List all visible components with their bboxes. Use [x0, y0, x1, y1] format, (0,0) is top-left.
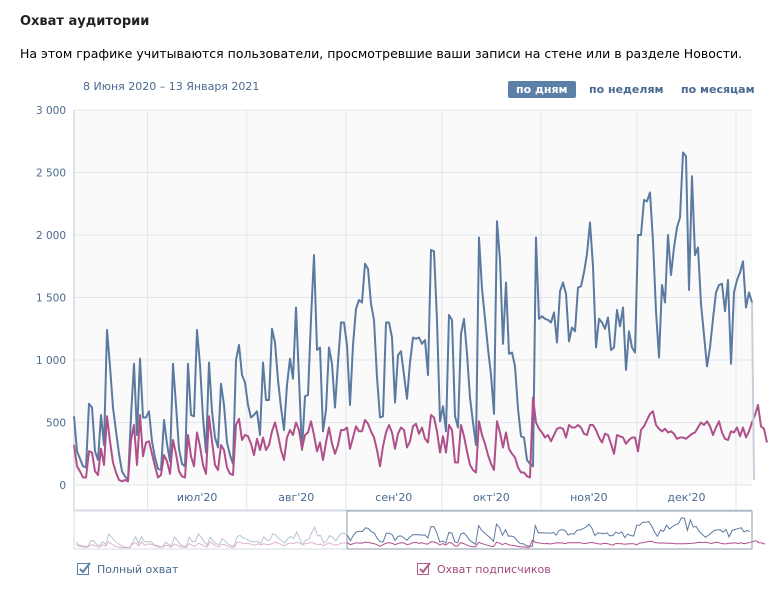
legend-subscriber-reach[interactable]: Охват подписчиков	[417, 560, 551, 578]
y-axis: 0 500 1 000 1 500 2 000 2 500 3 000	[36, 105, 75, 549]
legend-subscribers-label: Охват подписчиков	[437, 562, 551, 576]
main-series-group	[73, 151, 768, 483]
page-title: Охват аудитории	[20, 14, 150, 29]
series-total-reach-line	[73, 151, 753, 481]
legend-total-reach[interactable]: Полный охват	[77, 560, 178, 578]
y-tick-label: 1 500	[36, 293, 66, 305]
x-tick-label: дек'20	[667, 491, 705, 504]
navigator-series-selected	[347, 539, 766, 548]
y-tick-label: 500	[46, 418, 66, 430]
y-tick-label: 2 500	[36, 168, 66, 180]
x-tick-label: авг'20	[278, 491, 314, 504]
y-tick-label: 2 000	[36, 230, 66, 242]
subscriber-reach-checkbox[interactable]	[417, 562, 431, 575]
series-tail	[751, 302, 755, 481]
chart-description: На этом графике учитываются пользователи…	[20, 46, 743, 61]
y-tick-label: 3 000	[36, 105, 66, 117]
period-weeks-button[interactable]: по неделям	[589, 83, 664, 96]
navigator-series-faded	[75, 540, 351, 549]
navigator-selection-handle[interactable]	[346, 510, 753, 550]
date-range-label: 8 Июня 2020 – 13 Января 2021	[83, 80, 260, 93]
x-tick-label: июл'20	[177, 491, 217, 504]
x-tick-label: ноя'20	[570, 491, 608, 504]
legend-total-label: Полный охват	[97, 562, 179, 576]
x-tick-label: окт'20	[473, 491, 510, 504]
x-axis: июл'20 авг'20 сен'20 окт'20 ноя'20 дек'20	[74, 484, 752, 511]
navigator-frame	[73, 510, 753, 550]
series-subscriber-reach-line	[73, 396, 768, 483]
total-reach-checkbox[interactable]	[77, 562, 91, 575]
navigator-series-selected	[346, 517, 751, 547]
period-days-button[interactable]: по дням	[508, 81, 576, 98]
range-navigator[interactable]	[73, 510, 766, 550]
x-tick-label: сен'20	[375, 491, 412, 504]
navigator-series-faded	[75, 525, 351, 549]
checkmark-icon	[79, 562, 91, 574]
checkmark-icon	[419, 562, 431, 574]
period-months-button[interactable]: по месяцам	[681, 83, 755, 96]
y-tick-label: 0	[59, 480, 66, 492]
y-tick-label: 1 000	[36, 355, 66, 367]
grid-lines	[74, 109, 752, 510]
